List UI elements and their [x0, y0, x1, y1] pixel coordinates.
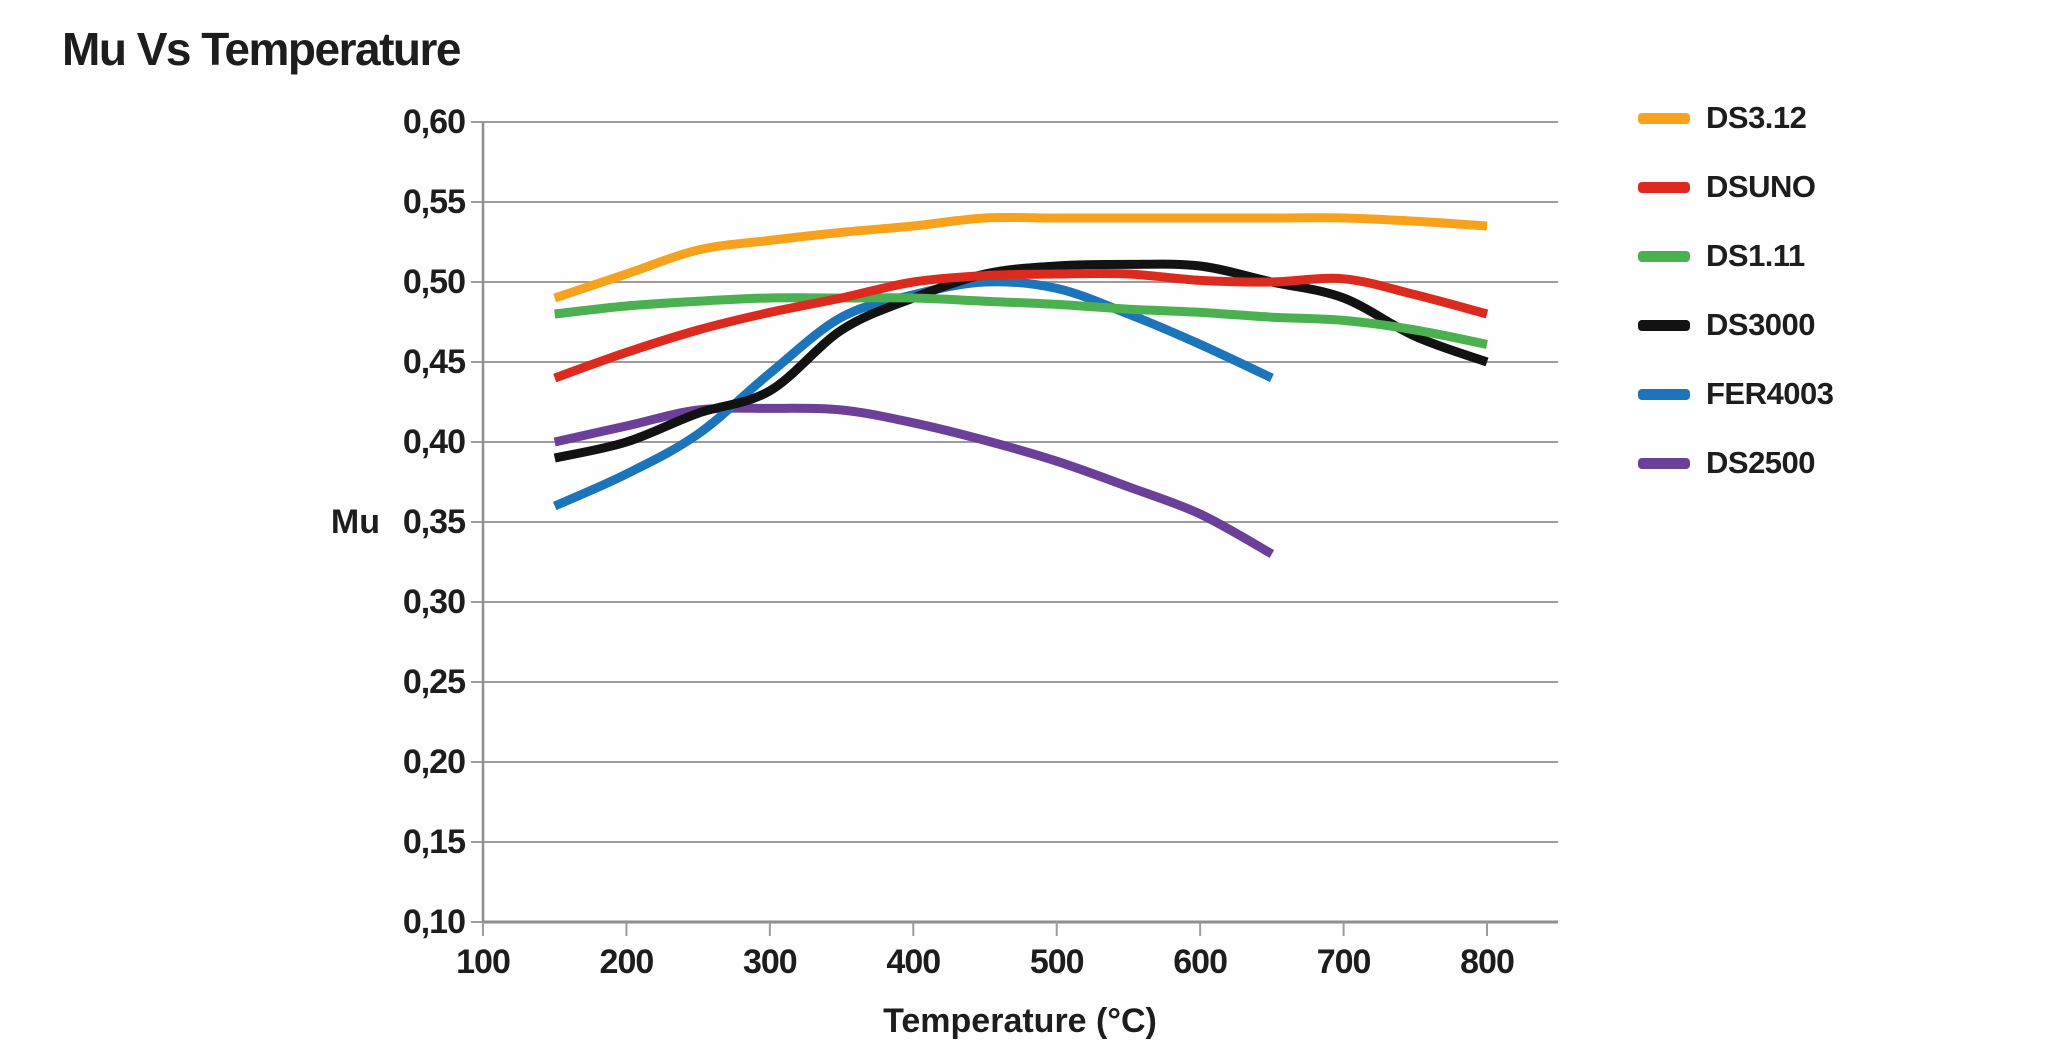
y-tick-label: 0,30 — [403, 583, 465, 621]
y-tick-label: 0,50 — [403, 263, 465, 301]
legend-item-FER4003: FER4003 — [1638, 376, 1834, 411]
series-line-DS1.11 — [554, 293, 1488, 349]
x-tick-label: 600 — [1173, 943, 1227, 981]
legend-label: DS3000 — [1706, 307, 1816, 342]
y-tick-label: 0,15 — [403, 823, 465, 861]
legend-label: DS3.12 — [1706, 100, 1807, 135]
legend-swatch-icon — [1638, 112, 1690, 124]
legend-swatch-icon — [1638, 457, 1690, 469]
x-tick-label: 800 — [1460, 943, 1514, 981]
legend-swatch-icon — [1638, 388, 1690, 400]
y-tick-label: 0,55 — [403, 183, 465, 221]
series-line-FER4003 — [552, 277, 1274, 511]
x-tick-label: 700 — [1317, 943, 1371, 981]
y-tick-label: 0,35 — [403, 503, 465, 541]
x-tick-label: 500 — [1030, 943, 1084, 981]
legend-swatch-icon — [1638, 181, 1690, 193]
x-tick-label: 100 — [456, 943, 510, 981]
y-axis-label: Mu — [330, 503, 380, 541]
y-tick-label: 0,20 — [403, 743, 465, 781]
y-tick-label: 0,60 — [403, 103, 465, 141]
legend-swatch-icon — [1638, 319, 1690, 331]
legend-label: DS1.11 — [1706, 238, 1805, 273]
series-line-DSUNO — [553, 268, 1489, 383]
legend-label: DS2500 — [1706, 445, 1816, 480]
legend-item-DS2500: DS2500 — [1638, 445, 1833, 480]
series-line-DS3.12 — [553, 212, 1488, 303]
series-line-DS3000 — [553, 259, 1489, 463]
y-tick-label: 0,45 — [403, 343, 465, 381]
legend-item-DS1.11: DS1.11 — [1638, 238, 1833, 273]
x-tick-label: 300 — [743, 943, 797, 981]
y-tick-label: 0,10 — [403, 903, 465, 941]
x-axis-label: Temperature (°C) — [883, 1002, 1157, 1040]
y-tick-label: 0,40 — [403, 423, 465, 461]
legend-item-DSUNO: DSUNO — [1638, 169, 1833, 204]
legend-label: FER4003 — [1706, 376, 1834, 411]
x-tick-label: 400 — [886, 943, 940, 981]
x-tick-label: 200 — [600, 943, 654, 981]
legend-swatch-icon — [1638, 250, 1690, 262]
legend-item-DS3000: DS3000 — [1638, 307, 1833, 342]
y-tick-label: 0,25 — [403, 663, 465, 701]
chart-title: Mu Vs Temperature — [62, 23, 461, 75]
legend: DS3.12 DSUNO DS1.11 DS3000 FER4003 DS2500 — [1638, 100, 1834, 480]
series-line-DS2500 — [553, 403, 1275, 558]
legend-label: DSUNO — [1706, 169, 1816, 204]
legend-item-DS3.12: DS3.12 — [1638, 100, 1833, 135]
